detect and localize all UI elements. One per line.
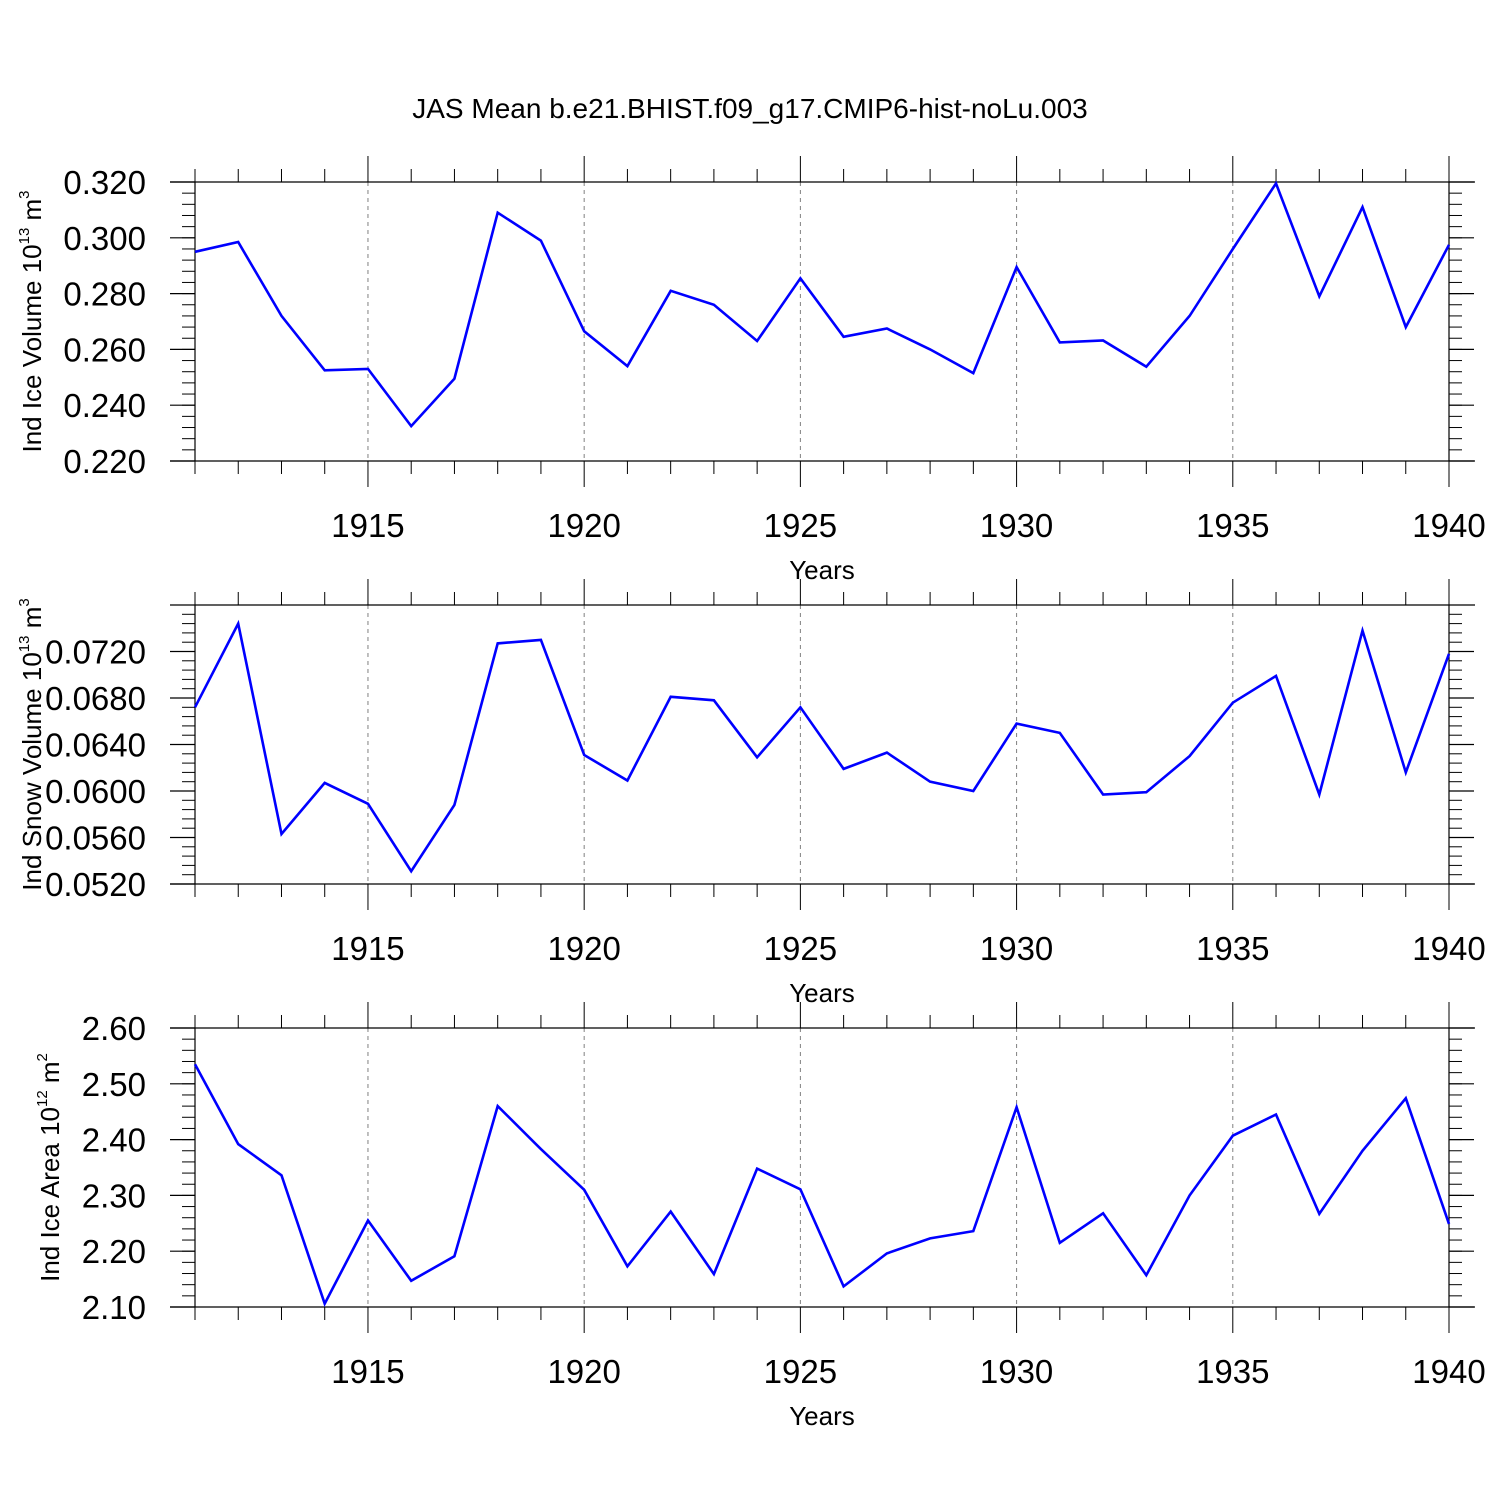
x-tick-label: 1925 [764, 507, 837, 544]
y-tick-label: 2.10 [82, 1289, 146, 1326]
y-tick-label: 2.40 [82, 1122, 146, 1159]
y-tick-label: 0.0720 [45, 634, 146, 671]
y-tick-label: 0.260 [63, 331, 146, 368]
y-axis-label-main: Ind Snow Volume 10 [17, 652, 47, 891]
y-tick-label: 0.220 [63, 443, 146, 480]
x-axis-label: Years [789, 555, 855, 585]
plot-ice-volume: 0.220 0.240 0.260 0.280 0.300 0.320 1915 1920 19… [16, 156, 1486, 585]
y-tick-label: 2.60 [82, 1010, 146, 1047]
y-axis-label-unit: m [35, 1061, 65, 1090]
x-tick-label: 1915 [331, 1353, 404, 1390]
figure-title: JAS Mean b.e21.BHIST.f09_g17.CMIP6-hist-… [412, 93, 1088, 124]
plot-ice-area: 2.10 2.20 2.30 2.40 2.50 2.60 1915 1920 1925 1930… [34, 1002, 1486, 1431]
y-tick-label: 2.20 [82, 1233, 146, 1270]
y-axis-label-unit: m [17, 199, 47, 228]
plot-snow-volume: 0.0520 0.0560 0.0600 0.0640 0.0680 0.0720 1915… [16, 579, 1486, 1008]
y-tick-label: 0.0600 [45, 773, 146, 810]
y-axis-label-unit-exponent: 3 [16, 598, 33, 606]
y-axis-label: Ind Snow Volume 1013 m3 [16, 598, 47, 890]
y-tick-label: 0.240 [63, 387, 146, 424]
y-tick-label: 0.0520 [45, 866, 146, 903]
x-axis-label: Years [789, 978, 855, 1008]
y-tick-label: 0.300 [63, 220, 146, 257]
x-tick-label: 1920 [547, 930, 620, 967]
y-axis-label-exponent: 13 [16, 228, 33, 245]
series-line [193, 619, 1451, 874]
x-tick-label: 1935 [1196, 930, 1269, 967]
y-tick-label: 2.30 [82, 1177, 146, 1214]
y-axis-label-exponent: 13 [16, 636, 33, 653]
x-tick-label: 1920 [547, 507, 620, 544]
x-tick-label: 1935 [1196, 1353, 1269, 1390]
y-tick-label: 0.320 [63, 164, 146, 201]
y-axis-label-unit: m [17, 607, 47, 636]
series-line [193, 1063, 1451, 1308]
x-tick-label: 1925 [764, 1353, 837, 1390]
x-tick-label: 1930 [980, 507, 1053, 544]
series-line [194, 180, 1451, 429]
y-tick-label: 0.0560 [45, 820, 146, 857]
x-tick-label: 1915 [331, 507, 404, 544]
x-tick-label: 1940 [1412, 930, 1485, 967]
x-axis-label: Years [789, 1401, 855, 1431]
y-tick-label: 0.280 [63, 276, 146, 313]
x-tick-label: 1930 [980, 930, 1053, 967]
x-tick-label: 1925 [764, 930, 837, 967]
plots: 0.220 0.240 0.260 0.280 0.300 0.320 1915 1920 19… [16, 156, 1486, 1431]
y-axis-label: Ind Ice Volume 1013 m3 [16, 190, 47, 452]
y-axis-label: Ind Ice Area 1012 m2 [34, 1053, 65, 1282]
y-axis-label-unit-exponent: 3 [16, 190, 33, 198]
y-tick-label: 0.0640 [45, 727, 146, 764]
x-tick-label: 1920 [547, 1353, 620, 1390]
x-tick-label: 1935 [1196, 507, 1269, 544]
x-tick-label: 1930 [980, 1353, 1053, 1390]
y-axis-label-exponent: 12 [34, 1090, 51, 1107]
x-tick-label: 1940 [1412, 1353, 1485, 1390]
x-tick-label: 1915 [331, 930, 404, 967]
y-tick-label: 2.50 [82, 1066, 146, 1103]
y-axis-label-main: Ind Ice Volume 10 [17, 244, 47, 452]
x-tick-label: 1940 [1412, 507, 1485, 544]
y-axis-label-main: Ind Ice Area 10 [35, 1107, 65, 1282]
y-axis-label-unit-exponent: 2 [34, 1053, 51, 1061]
y-tick-label: 0.0680 [45, 680, 146, 717]
